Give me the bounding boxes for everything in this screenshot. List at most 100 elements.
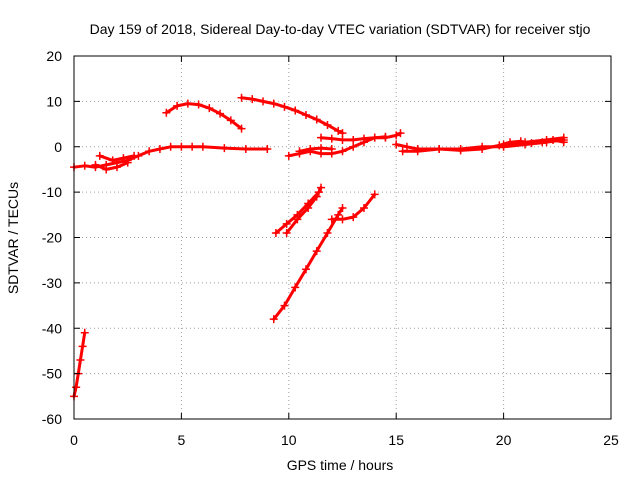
data-point	[108, 156, 117, 165]
data-point	[112, 163, 121, 172]
data-point	[359, 204, 368, 213]
data-point	[271, 228, 280, 237]
data-point	[248, 95, 257, 104]
series-arc-4	[95, 151, 139, 165]
data-point	[216, 109, 225, 118]
data-point	[102, 165, 111, 174]
data-point	[306, 145, 315, 154]
x-tick-label: 5	[178, 432, 186, 448]
data-point	[312, 192, 321, 201]
data-point	[291, 283, 300, 292]
data-point	[293, 215, 302, 224]
data-point	[392, 131, 401, 140]
data-point	[269, 99, 278, 108]
data-point	[162, 108, 171, 117]
data-point	[269, 315, 278, 324]
series-arc-5	[162, 99, 246, 133]
data-point	[338, 135, 347, 144]
data-point	[280, 301, 289, 310]
data-point	[323, 228, 332, 237]
data-point	[506, 138, 515, 147]
data-point	[312, 247, 321, 256]
data-point	[381, 132, 390, 141]
data-point	[349, 213, 358, 222]
data-point	[317, 133, 326, 142]
data-point	[304, 204, 313, 213]
series-line	[298, 146, 334, 153]
data-point	[177, 142, 186, 151]
y-tick-label: -10	[42, 184, 62, 200]
data-point	[317, 144, 326, 153]
y-tick-label: 10	[46, 93, 62, 109]
data-point	[155, 145, 164, 154]
series-arc-9	[269, 204, 347, 324]
x-tick-label: 0	[70, 432, 78, 448]
data-point	[359, 134, 368, 143]
data-point	[145, 147, 154, 156]
y-tick-label: -50	[42, 366, 62, 382]
data-point	[166, 142, 175, 151]
x-tick-label: 10	[281, 432, 297, 448]
data-point	[559, 138, 568, 147]
data-point	[80, 328, 89, 337]
series-line	[98, 154, 136, 162]
data-point	[516, 137, 525, 146]
x-axis-label: GPS time / hours	[287, 457, 394, 473]
series-arc-16	[495, 135, 568, 150]
data-point	[398, 147, 407, 156]
axis-ticks: 0 5 10 15 20 25 -60 -50 -40 -30 -20 -10 0 10 20	[42, 48, 619, 448]
data-point	[456, 146, 465, 155]
data-point	[91, 160, 100, 169]
x-tick-label: 15	[388, 432, 404, 448]
data-point	[183, 99, 192, 108]
data-point	[396, 129, 405, 138]
data-point	[301, 110, 310, 119]
series-arc-7	[271, 183, 326, 237]
series-arc-13	[317, 132, 390, 144]
data-point	[259, 97, 268, 106]
y-tick-label: -20	[42, 230, 62, 246]
series-line	[285, 195, 319, 235]
x-tick-label: 20	[496, 432, 512, 448]
data-point	[188, 142, 197, 151]
data-point	[392, 140, 401, 149]
data-point	[78, 342, 87, 351]
series-arc-6	[237, 93, 347, 138]
data-point	[226, 116, 235, 125]
data-point	[76, 356, 85, 365]
data-point	[198, 142, 207, 151]
data-point	[338, 147, 347, 156]
data-point	[282, 219, 291, 228]
y-tick-label: -60	[42, 411, 62, 427]
data-point	[80, 161, 89, 170]
data-point	[317, 183, 326, 192]
data-point	[338, 204, 347, 213]
data-point	[173, 101, 182, 110]
data-point	[478, 145, 487, 154]
data-point	[370, 190, 379, 199]
data-point	[314, 188, 323, 197]
data-point	[72, 383, 81, 392]
series-arc-8	[282, 192, 321, 237]
data-point	[323, 120, 332, 129]
series-arc-3	[91, 158, 132, 174]
data-point	[334, 126, 343, 135]
data-point	[338, 215, 347, 224]
series-arc-1	[70, 328, 89, 401]
chart-title: Day 159 of 2018, Sidereal Day-to-day VTE…	[90, 21, 591, 37]
data-point	[284, 151, 293, 160]
data-point	[495, 141, 504, 150]
y-tick-label: 20	[46, 48, 62, 64]
data-point	[338, 129, 347, 138]
data-series	[70, 93, 568, 401]
series-arc-10	[327, 190, 379, 224]
grid-lines	[74, 56, 611, 419]
data-point	[370, 133, 379, 142]
series-arc-12	[295, 144, 336, 156]
data-point	[295, 147, 304, 156]
y-tick-label: 0	[54, 139, 62, 155]
data-point	[119, 154, 128, 163]
data-point	[435, 145, 444, 154]
data-point	[538, 138, 547, 147]
